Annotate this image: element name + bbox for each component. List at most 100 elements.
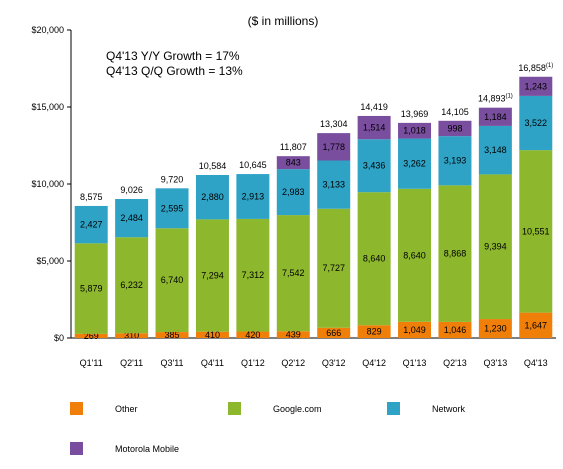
bar-segment-label: 3,436: [363, 161, 386, 171]
bar-segment-label: 7,312: [242, 270, 265, 280]
bar-segment: [478, 174, 512, 320]
bar-segment: [74, 205, 108, 244]
legend-swatch-google: [228, 402, 241, 415]
bar-segment: [519, 150, 553, 313]
y-tick-label: $5,000: [36, 256, 64, 266]
legend-label-other: Other: [115, 403, 138, 414]
legend-item-network: Network: [387, 402, 465, 415]
bar-segment: [357, 115, 391, 140]
bar-segment: [317, 208, 351, 328]
chart-legend: Other Google.com Network Motorola Mobile: [0, 402, 563, 469]
bar-segment: [115, 333, 149, 338]
legend-label-motorola: Motorola Mobile: [115, 443, 180, 454]
bar-segment-label: 2,913: [242, 191, 265, 201]
bar-segment: [357, 192, 391, 326]
bar-segment: [155, 188, 189, 229]
bar-segment-label: 666: [326, 328, 341, 338]
bar-segment: [236, 331, 270, 338]
bar-segment-label: 310: [124, 331, 139, 341]
bar-segment: [276, 331, 310, 338]
bar-segment-label: 3,148: [484, 145, 507, 155]
legend-item-google: Google.com: [228, 402, 322, 415]
bar-total-label: 14,105: [441, 107, 469, 117]
bar-segment: [276, 156, 310, 170]
bar-segment: [357, 325, 391, 338]
bar-total-label: 16,858(1): [518, 63, 553, 73]
bar-segment-label: 3,522: [525, 118, 548, 128]
bar-segment-label: 7,727: [322, 263, 345, 273]
bar-segment: [317, 160, 351, 209]
bar-total-label: 10,645: [239, 160, 267, 170]
bar-segment: [398, 188, 432, 322]
bar-segment: [519, 95, 553, 151]
bar-segment: [398, 321, 432, 338]
y-tick-label: $0: [54, 333, 64, 343]
bar-segment-label: 8,640: [363, 254, 386, 264]
x-tick-label: Q2'12: [281, 358, 305, 368]
y-tick-label: $20,000: [31, 25, 64, 35]
x-tick-label: Q4'11: [201, 358, 224, 368]
bar-segment: [519, 312, 553, 338]
bar-segment: [317, 327, 351, 338]
bar-segment-label: 269: [84, 331, 99, 341]
y-tick-label: $10,000: [31, 179, 64, 189]
bar-segment: [438, 136, 472, 186]
x-tick-label: Q2'13: [443, 358, 467, 368]
bar-segment-label: 2,427: [80, 220, 103, 230]
legend-label-network: Network: [432, 403, 466, 414]
chart-bars: 269 5,879 2,427 8,575 310 6,232 2,484 9,026 385 6…: [74, 63, 553, 341]
bar-segment-label: 5,879: [80, 284, 103, 294]
bar-total-label: 8,575: [80, 192, 103, 202]
bar-segment: [438, 120, 472, 137]
bar-segment-label: 9,394: [484, 242, 507, 252]
bar-segment-label: 3,133: [322, 180, 345, 190]
bar-segment-label: 420: [245, 330, 260, 340]
yoy-growth-annotation: Q4'13 Y/Y Growth = 17%: [106, 49, 240, 63]
bar-segment: [195, 331, 229, 338]
bar-segment: [195, 175, 229, 220]
bar-segment: [478, 319, 512, 338]
bar-segment: [115, 237, 149, 334]
bar-segment-label: 3,193: [444, 156, 467, 166]
bar-segment-label: 998: [447, 123, 462, 133]
x-tick-label: Q1'12: [241, 358, 265, 368]
bar-segment-label: 2,983: [282, 187, 305, 197]
bar-segment: [115, 198, 149, 238]
bar-segment-label: 1,018: [403, 126, 426, 136]
bar-segment: [438, 321, 472, 338]
bar-segment: [357, 139, 391, 193]
bar-segment-label: 2,484: [120, 213, 143, 223]
y-tick-label: $15,000: [31, 102, 64, 112]
bar-segment-label: 1,046: [444, 325, 467, 335]
bar-segment-label: 1,230: [484, 324, 507, 334]
x-tick-label: Q1'13: [403, 358, 427, 368]
bar-segment: [74, 333, 108, 338]
bar-segment-label: 2,880: [201, 192, 224, 202]
bar-segment: [317, 133, 351, 161]
qoq-growth-annotation: Q4'13 Q/Q Growth = 13%: [106, 64, 243, 78]
bar-total-label: 13,304: [320, 119, 348, 129]
bar-segment-label: 10,551: [522, 226, 550, 236]
bar-total-label: 13,969: [401, 109, 429, 119]
bar-segment-label: 1,243: [525, 81, 548, 91]
bar-segment-label: 1,778: [322, 142, 345, 152]
bar-total-label: 9,720: [161, 174, 184, 184]
bar-segment-label: 3,262: [403, 159, 426, 169]
bar-segment-label: 8,868: [444, 249, 467, 259]
bar-segment: [74, 243, 108, 334]
x-tick-label: Q2'11: [120, 358, 143, 368]
bar-segment-label: 6,232: [120, 280, 143, 290]
revenue-chart: ($ in millions) Q4'13 Y/Y Growth = 17% Q…: [31, 14, 556, 368]
legend-swatch-network: [387, 402, 400, 415]
bar-segment-label: 410: [205, 330, 220, 340]
bar-segment-label: 1,647: [525, 320, 548, 330]
bar-segment: [276, 215, 310, 332]
x-tick-label: Q3'11: [161, 358, 184, 368]
x-tick-label: Q4'13: [524, 358, 548, 368]
x-tick-label: Q4'12: [362, 358, 386, 368]
chart-axes: $0 $5,000 $10,000 $15,000 $20,000 Q1'11 Q2'11 Q…: [31, 25, 556, 368]
bar-segment: [236, 218, 270, 332]
bar-total-label: 11,807: [280, 142, 307, 152]
bar-segment-label: 1,184: [484, 112, 507, 122]
legend-label-google: Google.com: [273, 403, 322, 414]
